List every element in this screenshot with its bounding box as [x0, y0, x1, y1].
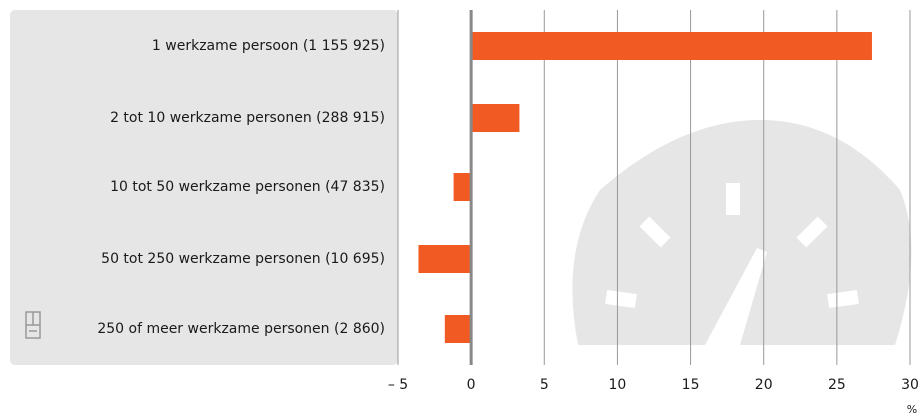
x-tick-label: 30 — [901, 377, 919, 393]
x-tick-label: – 5 — [388, 377, 408, 393]
y-tick-label: 250 of meer werkzame personen (2 860) — [97, 321, 385, 337]
bar — [471, 32, 872, 60]
watermark — [572, 120, 912, 345]
x-axis-unit: % — [907, 403, 917, 416]
bar — [471, 104, 520, 132]
y-tick-label: 50 tot 250 werkzame personen (10 695) — [101, 251, 385, 267]
label-panel — [10, 10, 398, 365]
x-tick-label: 25 — [828, 377, 846, 393]
bar — [453, 173, 472, 201]
x-tick-label: 10 — [609, 377, 627, 393]
x-tick-label: 5 — [540, 377, 549, 393]
bar — [418, 245, 472, 273]
y-tick-label: 2 tot 10 werkzame personen (288 915) — [110, 110, 385, 126]
x-tick-label: 20 — [755, 377, 773, 393]
x-tick-label: 15 — [682, 377, 700, 393]
x-tick-label: 0 — [467, 377, 476, 393]
bar — [444, 315, 472, 343]
y-tick-label: 1 werkzame persoon (1 155 925) — [152, 38, 385, 54]
logo — [25, 311, 41, 339]
y-tick-label: 10 tot 50 werkzame personen (47 835) — [110, 179, 385, 195]
